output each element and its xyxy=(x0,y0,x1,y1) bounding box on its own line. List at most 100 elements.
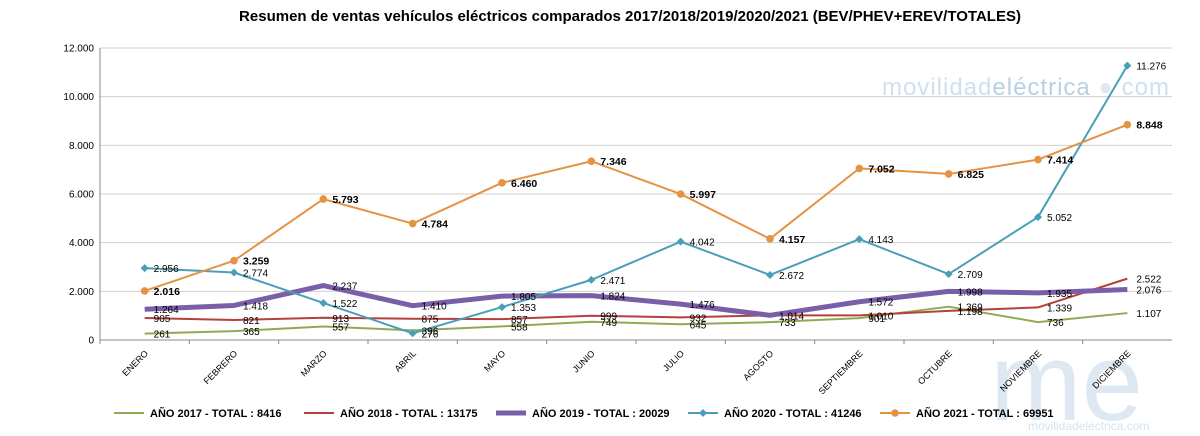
data-label: 365 xyxy=(243,327,260,338)
data-label: 1.010 xyxy=(868,311,893,322)
series-line-3 xyxy=(144,65,1129,335)
data-label: 1.339 xyxy=(1047,303,1072,314)
legend-marker xyxy=(891,409,899,417)
svg-text:movilidadeléctrica ● com: movilidadeléctrica ● com xyxy=(882,74,1170,101)
data-label: 4.042 xyxy=(690,238,715,249)
x-tick-label: AGOSTO xyxy=(741,348,775,382)
data-label: 1.824 xyxy=(600,292,625,303)
data-label: 6.460 xyxy=(511,178,537,190)
data-point xyxy=(140,287,149,295)
y-tick-label: 6.000 xyxy=(69,190,94,201)
x-tick-label: FEBRERO xyxy=(202,348,240,386)
data-label: 821 xyxy=(243,316,260,327)
data-point xyxy=(408,219,417,228)
data-point xyxy=(498,303,506,312)
x-tick-label: OCTUBRE xyxy=(916,348,954,386)
data-label: 5.052 xyxy=(1047,213,1072,224)
data-labels-group: 261 365 557 396 558 749 645 733 901 1.369 736 1.107… xyxy=(154,62,1167,341)
data-label: 1.998 xyxy=(958,287,983,298)
data-label: 901 xyxy=(868,314,885,325)
data-label: 1.369 xyxy=(958,303,983,314)
x-tick-label: SEPTIEMBRE xyxy=(817,348,865,396)
data-label: 2.956 xyxy=(154,264,179,275)
data-label: 1.476 xyxy=(690,300,715,311)
series-line-2 xyxy=(144,283,1128,318)
legend-label: AÑO 2021 - TOTAL : 69951 xyxy=(916,407,1054,420)
data-point xyxy=(587,275,596,284)
data-point xyxy=(766,235,774,243)
data-label: 857 xyxy=(511,315,528,326)
data-point xyxy=(408,329,417,338)
data-point xyxy=(944,170,953,178)
y-tick-label: 0 xyxy=(88,336,94,347)
legend-label: AÑO 2018 - TOTAL : 13175 xyxy=(340,407,478,420)
data-label: 4.157 xyxy=(779,234,805,246)
data-point xyxy=(230,256,238,265)
data-label: 5.997 xyxy=(690,189,716,201)
data-point xyxy=(1123,120,1132,129)
data-label: 261 xyxy=(154,330,171,341)
data-label: 932 xyxy=(690,313,707,324)
data-point xyxy=(319,195,328,203)
data-label: 1.572 xyxy=(868,298,893,309)
data-label: 1.198 xyxy=(958,307,983,318)
y-tick-label: 8.000 xyxy=(69,141,94,152)
series-line-4 xyxy=(144,123,1128,292)
data-label: 1.418 xyxy=(243,301,268,312)
data-label: 736 xyxy=(1047,318,1064,329)
data-label: 1.935 xyxy=(1047,289,1072,300)
data-label: 6.825 xyxy=(958,169,984,181)
watermark-sub: movilidadeléctrica.com xyxy=(1028,419,1149,433)
legend-label: AÑO 2019 - TOTAL : 20029 xyxy=(532,407,670,420)
x-tick-label: MAYO xyxy=(482,348,507,373)
data-point xyxy=(855,164,864,173)
x-tick-label: JUNIO xyxy=(571,348,597,374)
data-label: 1.264 xyxy=(154,305,179,316)
data-label: 2.237 xyxy=(332,282,357,293)
data-label: 396 xyxy=(422,326,439,337)
data-label: 7.414 xyxy=(1047,155,1073,167)
data-point xyxy=(944,270,953,279)
data-label: 1.107 xyxy=(1136,309,1161,320)
data-label: 2.471 xyxy=(600,276,625,287)
data-label: 558 xyxy=(511,322,528,333)
data-point xyxy=(766,270,774,279)
data-label: 2.522 xyxy=(1136,275,1161,286)
data-label: 2.774 xyxy=(243,268,268,279)
data-point xyxy=(587,157,596,166)
data-label: 2.672 xyxy=(779,271,804,282)
data-point xyxy=(319,298,328,307)
legend-marker xyxy=(699,409,707,417)
legend-label: AÑO 2017 - TOTAL : 8416 xyxy=(150,407,281,420)
data-label: 276 xyxy=(422,329,439,340)
data-label: 4.143 xyxy=(868,235,893,246)
data-point xyxy=(230,268,238,277)
y-tick-label: 12.000 xyxy=(63,44,94,55)
series-line-1 xyxy=(144,277,1128,322)
data-label: 3.259 xyxy=(243,256,269,268)
data-label: 4.784 xyxy=(422,219,448,231)
y-axis: 0 2.000 4.000 6.000 8.000 10.000 12.000 xyxy=(63,44,101,347)
y-tick-label: 10.000 xyxy=(63,92,94,103)
data-label: 7.346 xyxy=(600,156,626,168)
chart-title: Resumen de ventas vehículos eléctricos c… xyxy=(239,8,1021,25)
x-tick-label: ABRIL xyxy=(393,348,418,373)
data-point xyxy=(1123,61,1132,70)
data-point xyxy=(676,237,685,246)
data-label: 875 xyxy=(422,315,439,326)
data-label: 905 xyxy=(154,314,171,325)
data-label: 2.709 xyxy=(958,270,983,281)
y-tick-label: 2.000 xyxy=(69,287,94,298)
series-line-0 xyxy=(144,305,1128,335)
data-point xyxy=(676,190,685,198)
data-label: 11.276 xyxy=(1136,62,1166,73)
data-point xyxy=(855,235,864,244)
data-point xyxy=(140,264,149,273)
data-label: 645 xyxy=(690,320,707,331)
y-tick-label: 4.000 xyxy=(69,238,94,249)
data-label: 749 xyxy=(600,318,617,329)
legend: AÑO 2017 - TOTAL : 8416 AÑO 2018 - TOTAL … xyxy=(114,407,1054,420)
data-label: 2.076 xyxy=(1136,285,1161,296)
data-point xyxy=(1034,155,1042,164)
